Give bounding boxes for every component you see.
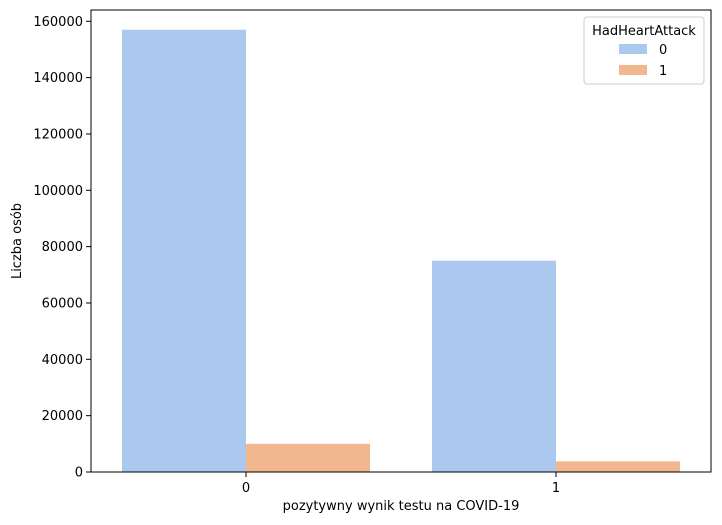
y-tick-label: 40000 xyxy=(42,353,83,368)
x-axis-label: pozytywny wynik testu na COVID-19 xyxy=(283,499,520,514)
bar-series-0-cat-0 xyxy=(122,29,246,472)
legend-title: HadHeartAttack xyxy=(592,24,696,39)
y-tick-label: 20000 xyxy=(42,409,83,424)
legend-items: 01 xyxy=(619,43,667,79)
y-axis-label: Liczba osób xyxy=(10,203,25,279)
legend-swatch xyxy=(619,65,647,75)
bar-series-0-cat-1 xyxy=(432,260,556,472)
y-tick-label: 100000 xyxy=(33,184,83,199)
legend-label: 1 xyxy=(659,64,667,79)
y-tick-label: 80000 xyxy=(42,240,83,255)
legend: HadHeartAttack 01 xyxy=(583,16,705,85)
y-tick-label: 160000 xyxy=(33,15,83,30)
bar-series-1-cat-1 xyxy=(556,461,680,472)
x-tick-label: 1 xyxy=(552,481,560,496)
y-tick-label: 120000 xyxy=(33,127,83,142)
y-tick-label: 60000 xyxy=(42,296,83,311)
bars-layer xyxy=(122,29,680,472)
y-tick-label: 140000 xyxy=(33,71,83,86)
y-axis-ticks: 0 20000 40000 60000 80000 100000 120000 140000 1… xyxy=(33,15,91,481)
bar-series-1-cat-0 xyxy=(246,443,370,472)
y-tick-label: 0 xyxy=(75,466,83,481)
legend-label: 0 xyxy=(659,43,667,58)
legend-swatch xyxy=(619,44,647,54)
plot-frame xyxy=(90,9,712,473)
x-tick-label: 0 xyxy=(242,481,250,496)
